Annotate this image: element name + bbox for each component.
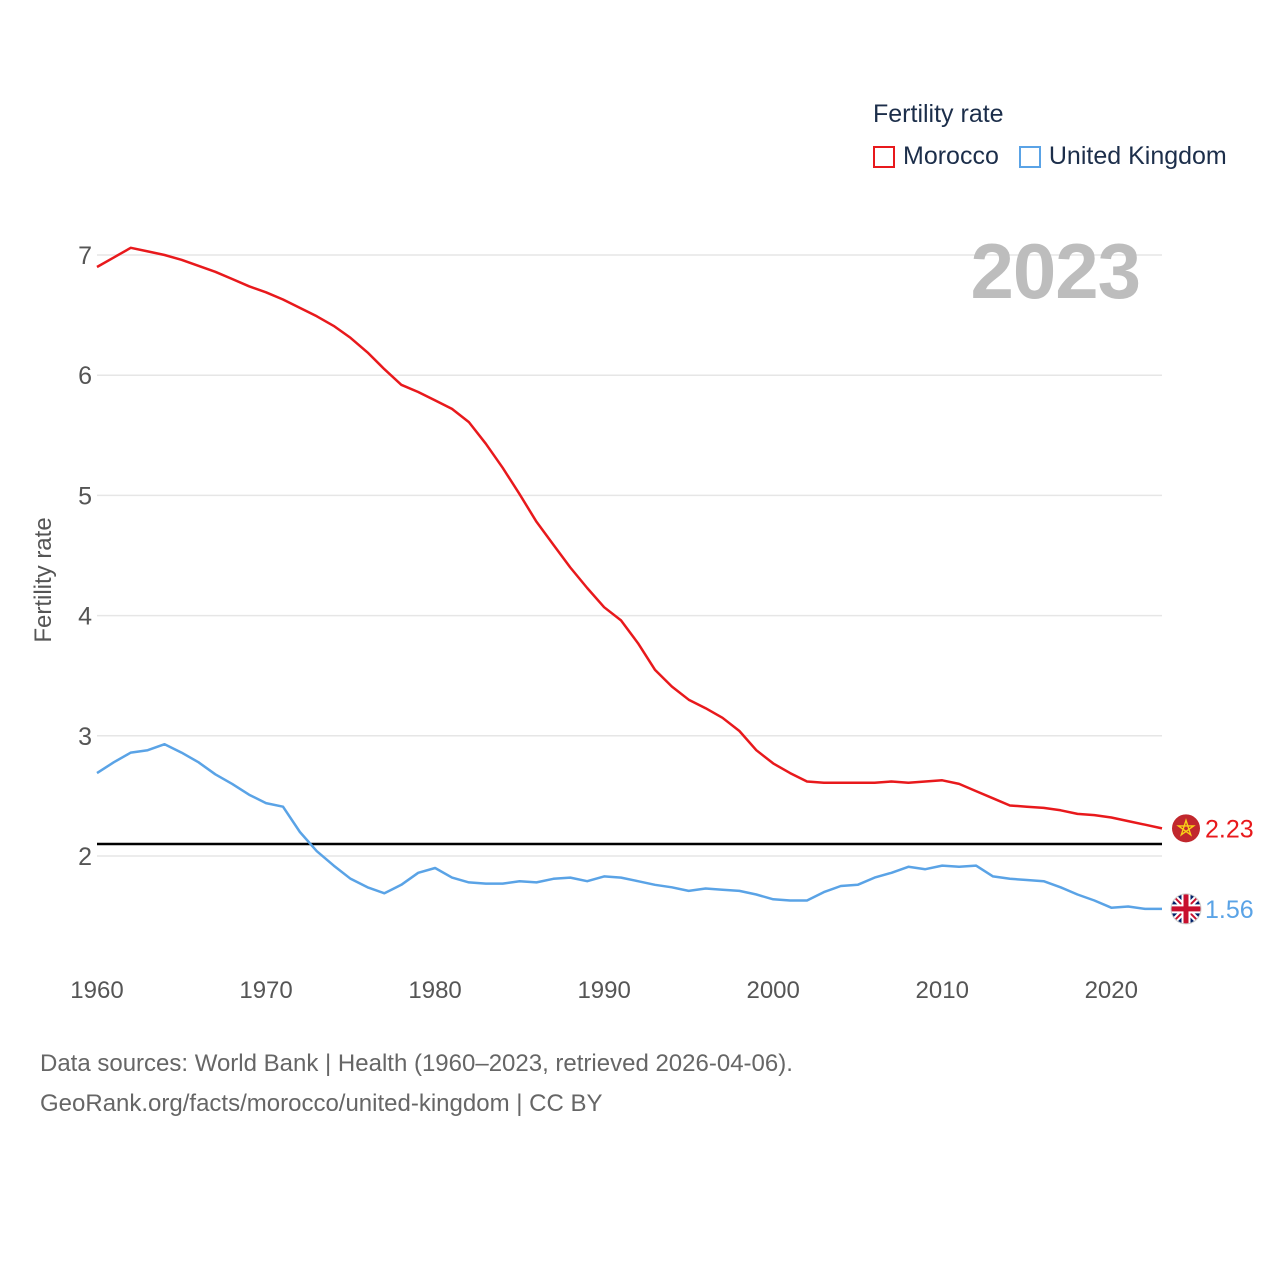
year-label: 2023 bbox=[970, 227, 1141, 315]
x-tick-label-2020: 2020 bbox=[1085, 977, 1138, 1004]
y-axis-label: Fertility rate bbox=[30, 517, 57, 643]
legend-item-united-kingdom[interactable]: United Kingdom bbox=[1018, 142, 1227, 171]
series-line-morocco bbox=[96, 246, 1163, 830]
legend-item-morocco[interactable]: Morocco bbox=[873, 142, 999, 171]
morocco-flag-icon bbox=[1172, 814, 1200, 843]
legend-label-morocco: Morocco bbox=[903, 142, 999, 170]
x-tick-label-1970: 1970 bbox=[239, 977, 292, 1004]
end-label-united-kingdom: 1.56 bbox=[1205, 896, 1254, 924]
united-kingdom-flag-icon bbox=[1171, 893, 1201, 924]
legend-label-united-kingdom: United Kingdom bbox=[1048, 142, 1227, 170]
x-tick-label-2000: 2000 bbox=[746, 977, 799, 1004]
y-tick-label-3: 3 bbox=[78, 723, 92, 751]
end-label-morocco: 2.23 bbox=[1205, 815, 1254, 843]
legend-title: Fertility rate bbox=[873, 100, 1004, 128]
license-text: GeoRank.org/facts/morocco/united-kingdom… bbox=[40, 1090, 603, 1117]
united-kingdom-flag-border bbox=[1170, 893, 1202, 925]
y-tick-label-6: 6 bbox=[78, 362, 92, 390]
legend-swatch-united-kingdom bbox=[1018, 145, 1041, 168]
legend-swatch-morocco bbox=[873, 145, 895, 168]
y-tick-label-2: 2 bbox=[78, 843, 92, 871]
x-tick-label-2010: 2010 bbox=[916, 977, 969, 1004]
legend: Morocco United Kingdom bbox=[873, 142, 1247, 171]
series-line-united-kingdom bbox=[96, 742, 1162, 911]
footer: Data sources: World Bank | Health (1960–… bbox=[40, 1044, 793, 1124]
y-tick-label-4: 4 bbox=[78, 603, 92, 631]
x-tick-label-1960: 1960 bbox=[70, 977, 123, 1004]
source-text: Data sources: World Bank | Health (1960–… bbox=[40, 1050, 793, 1077]
y-tick-label-5: 5 bbox=[78, 482, 92, 510]
morocco-flag-star-icon bbox=[1176, 818, 1196, 837]
y-tick-label-7: 7 bbox=[78, 242, 92, 270]
x-tick-label-1990: 1990 bbox=[577, 977, 630, 1004]
x-tick-label-1980: 1980 bbox=[408, 977, 461, 1004]
